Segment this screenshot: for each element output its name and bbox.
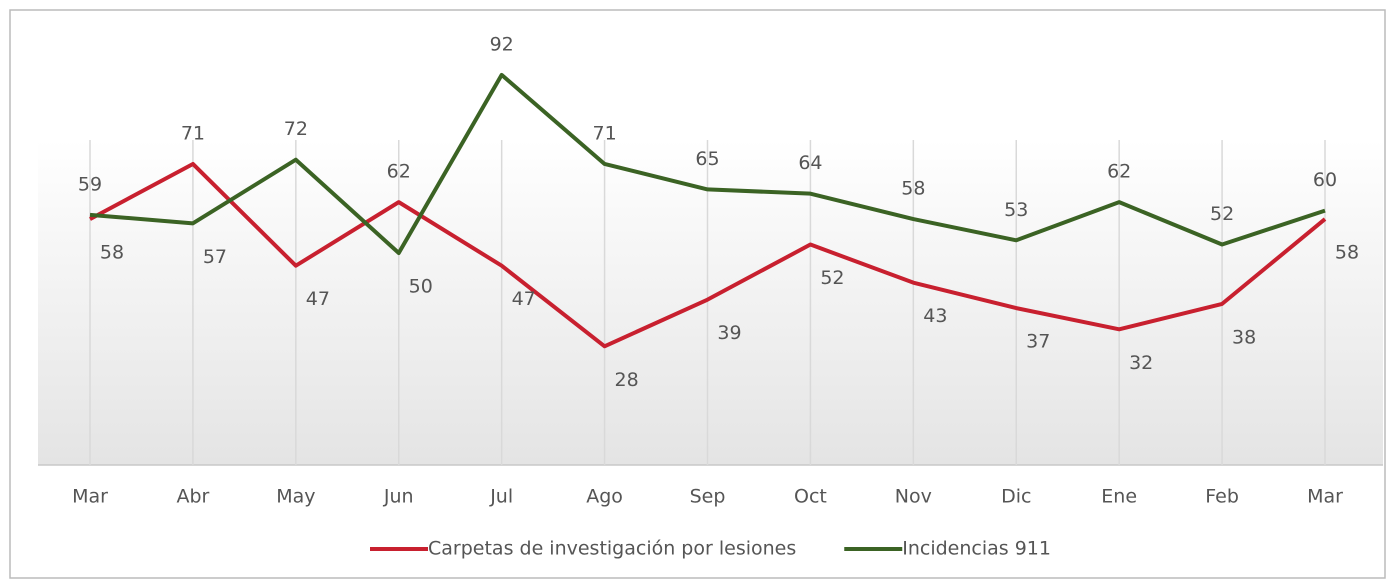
x-tick-label: Ago (586, 486, 623, 508)
data-label: 52 (820, 267, 844, 289)
data-label: 28 (614, 369, 638, 391)
data-label: 92 (490, 33, 514, 55)
x-tick-label: Abr (176, 486, 209, 508)
x-tick-label: Jul (489, 486, 513, 508)
x-tick-label: Nov (895, 486, 932, 508)
data-label: 50 (409, 276, 433, 298)
x-tick-label: Ene (1101, 486, 1137, 508)
data-label: 39 (717, 322, 741, 344)
data-label: 72 (284, 118, 308, 140)
series-line (89, 161, 1327, 349)
legend-label: Carpetas de investigación por lesiones (428, 538, 796, 560)
data-label: 71 (592, 122, 616, 144)
data-label: 37 (1026, 331, 1050, 353)
data-label: 58 (901, 178, 925, 200)
x-tick-label: Dic (1001, 486, 1031, 508)
x-tick-label: Feb (1205, 486, 1239, 508)
x-tick-label: May (276, 486, 315, 508)
data-label: 59 (78, 173, 102, 195)
data-label: 47 (306, 288, 330, 310)
x-tick-label: Jun (383, 486, 414, 508)
series-line (89, 72, 1326, 255)
data-label: 43 (923, 305, 947, 327)
data-label: 64 (798, 152, 822, 174)
data-label: 65 (695, 148, 719, 170)
data-label: 62 (1107, 161, 1131, 183)
data-label: 60 (1313, 169, 1337, 191)
data-label: 71 (181, 122, 205, 144)
data-label: 62 (387, 161, 411, 183)
data-label: 53 (1004, 199, 1028, 221)
x-tick-label: Mar (1307, 486, 1343, 508)
legend-label: Incidencias 911 (902, 538, 1051, 560)
data-label: 38 (1232, 326, 1256, 348)
plot-background (38, 140, 1383, 465)
x-tick-label: Sep (690, 486, 726, 508)
data-label: 57 (203, 246, 227, 268)
x-tick-label: Mar (72, 486, 108, 508)
data-label: 58 (1335, 242, 1359, 264)
data-label: 52 (1210, 203, 1234, 225)
data-label: 58 (100, 242, 124, 264)
x-tick-label: Oct (794, 486, 827, 508)
data-label: 32 (1129, 352, 1153, 374)
data-label: 47 (512, 288, 536, 310)
